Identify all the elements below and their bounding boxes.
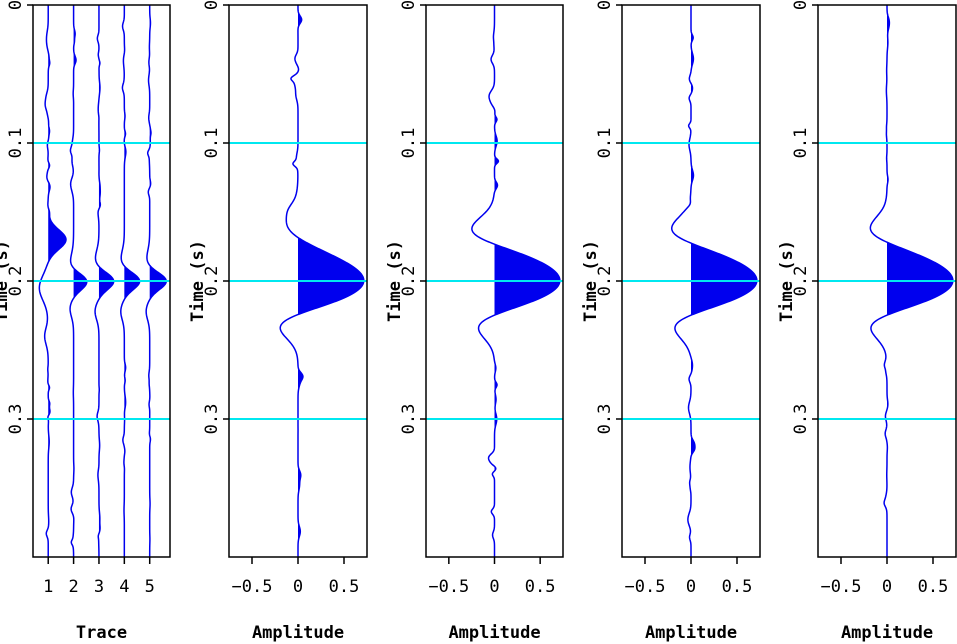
- ytick-label: 0.2: [595, 266, 615, 297]
- panel-amplitude-2: 0 0.1 0.2 0.3 −0.5 0 0.5 Time (s) Amplitude: [385, 0, 564, 643]
- ytick-label: 0: [595, 0, 615, 10]
- xtick-label: 1: [43, 577, 53, 597]
- xtick-label: 0.5: [525, 577, 556, 597]
- xtick-label: −0.5: [428, 577, 469, 597]
- ytick-label: 0.1: [791, 128, 811, 159]
- ytick-label: 0: [399, 0, 419, 10]
- xtick-label: 0.5: [918, 577, 949, 597]
- ytick-label: 0.2: [399, 266, 419, 297]
- xtick-label: −0.5: [625, 577, 666, 597]
- ytick-label: 0.2: [791, 266, 811, 297]
- xtick-label: −0.5: [821, 577, 862, 597]
- ytick-label: 0.3: [202, 404, 222, 435]
- ylabel: Time (s): [581, 240, 601, 322]
- ytick-label: 0.2: [202, 266, 222, 297]
- panel-trace-gather: 0 0.1 0.2 0.3 1 2 3 4 5 Time (s) Trace: [0, 0, 171, 643]
- xlabel: Amplitude: [645, 623, 737, 643]
- xtick-label: 0: [293, 577, 303, 597]
- xlabel: Trace: [76, 623, 127, 643]
- xtick-label: 0.5: [722, 577, 753, 597]
- ytick-label: 0.1: [595, 128, 615, 159]
- xtick-label: 0: [686, 577, 696, 597]
- ytick-label: 0: [6, 0, 26, 10]
- xtick-label: 0: [882, 577, 892, 597]
- ytick-label: 0.1: [202, 128, 222, 159]
- ytick-label: 0.3: [791, 404, 811, 435]
- ytick-label: 0: [791, 0, 811, 10]
- xlabel: Amplitude: [448, 623, 540, 643]
- ylabel: Time (s): [385, 240, 405, 322]
- ylabel: Time (s): [0, 240, 12, 322]
- ytick-label: 0.2: [6, 266, 26, 297]
- xtick-label: 0.5: [329, 577, 360, 597]
- xlabel: Amplitude: [841, 623, 933, 643]
- ytick-label: 0.3: [595, 404, 615, 435]
- ytick-label: 0: [202, 0, 222, 10]
- ylabel: Time (s): [188, 240, 208, 322]
- ytick-label: 0.3: [399, 404, 419, 435]
- xtick-label: 3: [94, 577, 104, 597]
- ylabel: Time (s): [777, 240, 797, 322]
- panel-amplitude-4: 0 0.1 0.2 0.3 −0.5 0 0.5 Time (s) Amplitude: [777, 0, 957, 643]
- xlabel: Amplitude: [252, 623, 344, 643]
- panel-amplitude-3: 0 0.1 0.2 0.3 −0.5 0 0.5 Time (s) Amplitude: [581, 0, 761, 643]
- ytick-label: 0.3: [6, 404, 26, 435]
- xtick-label: 5: [145, 577, 155, 597]
- xtick-label: 2: [68, 577, 78, 597]
- ytick-label: 0.1: [399, 128, 419, 159]
- ytick-label: 0.1: [6, 128, 26, 159]
- xtick-label: 0: [489, 577, 499, 597]
- xtick-label: 4: [119, 577, 129, 597]
- xtick-label: −0.5: [232, 577, 273, 597]
- panel-amplitude-1: 0 0.1 0.2 0.3 −0.5 0 0.5 Time (s) Amplitude: [188, 0, 368, 643]
